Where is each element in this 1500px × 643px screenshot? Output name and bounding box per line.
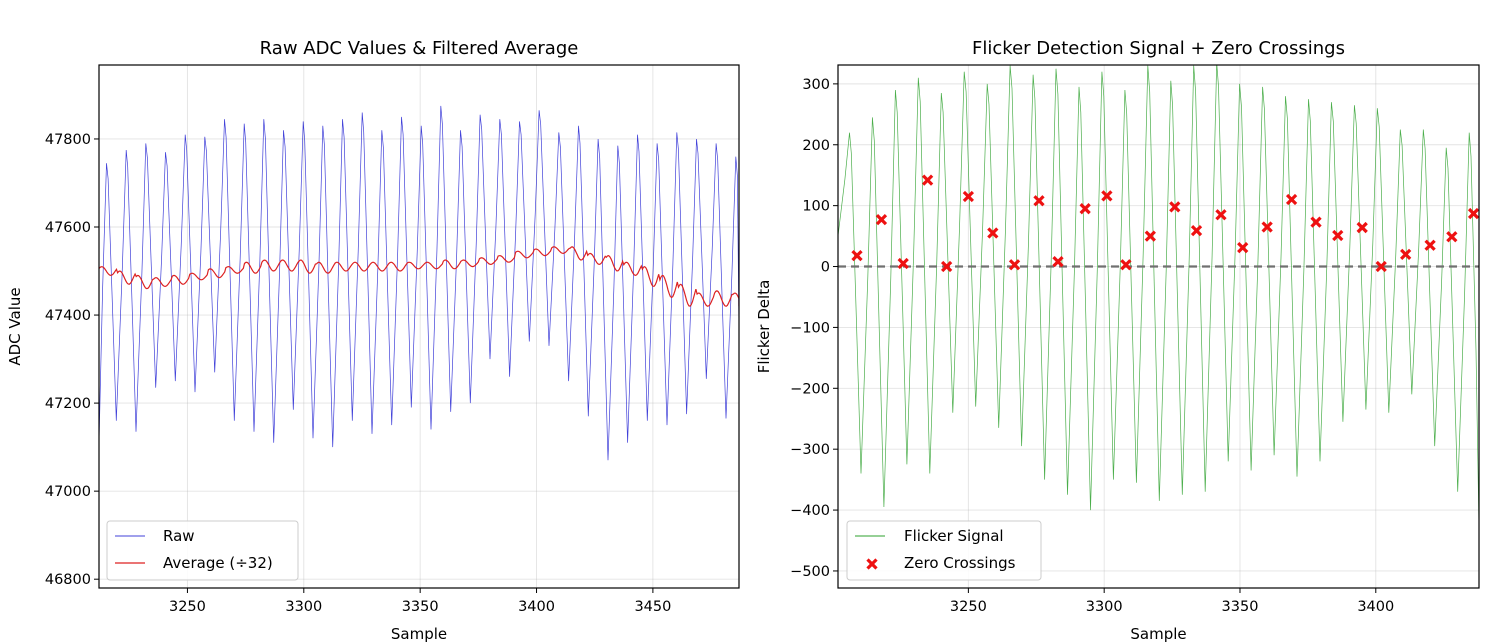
y-axis-label: Flicker Delta xyxy=(755,280,773,374)
y-tick-label: 47600 xyxy=(45,220,91,236)
x-axis: 3250 3300 3350 3400 3450 xyxy=(169,588,671,615)
zero-crossing-marker xyxy=(897,257,909,270)
legend-label-zero-crossings: Zero Crossings xyxy=(904,554,1016,572)
legend: Flicker Signal Zero Crossings xyxy=(846,520,1042,581)
y-tick-label: −100 xyxy=(790,320,830,336)
zero-crossing-marker xyxy=(1424,239,1436,251)
grid xyxy=(838,65,1479,588)
x-axis-label: Sample xyxy=(1130,625,1186,643)
zero-crossing-marker xyxy=(1215,209,1227,221)
plot-frame xyxy=(98,64,740,589)
zero-crossing-marker xyxy=(1052,256,1064,268)
series-layer xyxy=(99,105,739,522)
x-tick-label: 3350 xyxy=(1222,599,1259,615)
zero-crossing-marker xyxy=(1375,260,1387,273)
zero-crossing-marker xyxy=(1467,207,1480,220)
y-tick-label: 300 xyxy=(802,77,830,93)
x-tick-label: 3300 xyxy=(285,599,322,615)
x-tick-label: 3400 xyxy=(1357,599,1394,615)
x-axis: 3250 3300 3350 3400 xyxy=(950,588,1394,615)
zero-crossing-marker xyxy=(875,214,888,226)
y-tick-label: 200 xyxy=(802,138,830,154)
legend: Raw Average (÷32) xyxy=(106,520,299,581)
zero-crossing-marker xyxy=(1332,229,1344,242)
raw-adc-chart: Raw ADC Values & Filtered Average 3250 33… xyxy=(6,38,740,643)
y-axis-label: ADC Value xyxy=(6,287,24,365)
legend-label-average: Average (÷32) xyxy=(163,554,273,572)
zero-crossing-marker xyxy=(941,260,953,273)
y-axis: 46800 47000 47200 47400 47600 47800 xyxy=(45,132,99,588)
grid xyxy=(99,65,739,588)
y-tick-label: 0 xyxy=(821,260,830,276)
zero-crossing-marker xyxy=(851,249,863,262)
zero-crossing-marker xyxy=(1144,230,1156,242)
zero-crossing-marker xyxy=(1033,195,1045,207)
zero-crossing-marker xyxy=(1261,221,1273,233)
x-tick-label: 3250 xyxy=(950,599,987,615)
plot-frame xyxy=(837,64,1480,589)
legend-swatch-zero-crossings xyxy=(866,558,878,570)
y-tick-label: −400 xyxy=(790,503,830,519)
y-tick-label: 47200 xyxy=(45,396,91,412)
flicker-chart: Flicker Detection Signal + Zero Crossing… xyxy=(755,38,1480,643)
zero-crossing-marker xyxy=(1446,231,1458,243)
zero-crossing-marker xyxy=(962,190,975,203)
y-tick-label: 47400 xyxy=(45,308,91,324)
flicker-signal-line xyxy=(838,65,1479,529)
legend-label-raw: Raw xyxy=(163,527,195,545)
zero-crossing-marker xyxy=(1169,201,1181,213)
zero-crossing-marker xyxy=(1101,190,1113,202)
x-tick-label: 3450 xyxy=(634,599,671,615)
x-tick-label: 3250 xyxy=(169,599,206,615)
y-tick-label: −500 xyxy=(790,564,830,580)
zero-crossing-marker xyxy=(1008,259,1021,271)
average-series-line xyxy=(99,246,739,307)
zero-crossing-marker xyxy=(1356,221,1368,234)
zero-crossing-marker xyxy=(1190,224,1203,237)
y-tick-label: 46800 xyxy=(45,572,91,588)
x-tick-label: 3350 xyxy=(402,599,439,615)
y-tick-label: 47800 xyxy=(45,132,91,148)
legend-box xyxy=(106,520,299,581)
zero-crossing-marker xyxy=(1120,259,1132,271)
chart-title: Flicker Detection Signal + Zero Crossing… xyxy=(972,38,1345,59)
series-layer xyxy=(838,65,1480,529)
legend-label-flicker-signal: Flicker Signal xyxy=(904,527,1004,545)
zero-crossing-marker xyxy=(1079,203,1091,215)
y-tick-label: 47000 xyxy=(45,484,91,500)
y-tick-label: −300 xyxy=(790,442,830,458)
x-tick-label: 3300 xyxy=(1086,599,1123,615)
x-axis-label: Sample xyxy=(391,625,447,643)
zero-crossing-marker xyxy=(1310,216,1322,228)
chart-title: Raw ADC Values & Filtered Average xyxy=(260,38,579,59)
zero-crossing-marker xyxy=(1400,248,1412,260)
raw-series-line xyxy=(99,105,739,522)
zero-crossing-marker xyxy=(921,174,934,186)
y-tick-label: 100 xyxy=(802,199,830,215)
zero-crossing-marker xyxy=(1285,193,1298,206)
zero-crossing-marker xyxy=(1237,242,1249,254)
legend-box xyxy=(846,520,1042,581)
x-tick-label: 3400 xyxy=(518,599,555,615)
y-tick-label: −200 xyxy=(790,381,830,397)
zero-crossing-marker xyxy=(987,227,999,239)
y-axis: −500 −400 −300 −200 −100 0 100 200 300 xyxy=(790,77,838,580)
